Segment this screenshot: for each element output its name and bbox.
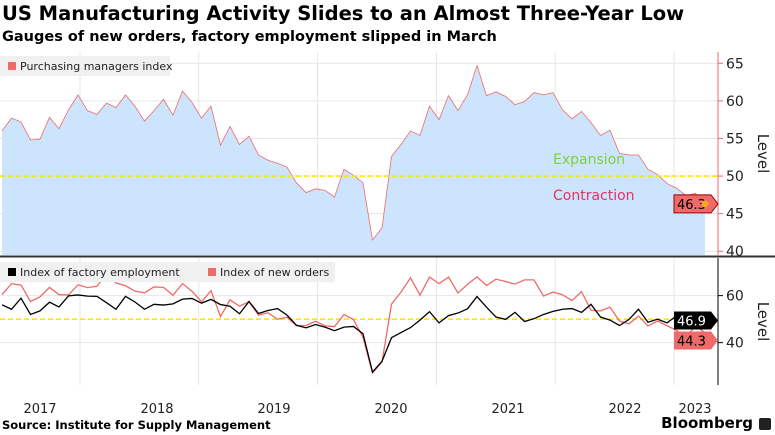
legend-label: Purchasing managers index — [20, 60, 173, 73]
y-tick-label: 55 — [726, 131, 744, 147]
legend-box — [0, 56, 170, 76]
y-tick-label: 40 — [726, 336, 744, 352]
x-tick-label: 2018 — [140, 402, 173, 417]
y-tick-label: 60 — [726, 289, 744, 305]
legend-label: Index of factory employment — [20, 266, 180, 279]
legend-swatch — [8, 62, 16, 70]
expansion-annotation: Expansion — [553, 152, 625, 168]
last-value-label: 46.3 — [677, 198, 706, 213]
legend-label: Index of new orders — [220, 266, 329, 279]
x-tick-label: 2017 — [23, 402, 56, 417]
y-tick-label: 40 — [726, 244, 744, 260]
legend-swatch — [208, 268, 216, 276]
last-value-dot — [701, 200, 709, 208]
bloomberg-terminal-icon — [759, 418, 771, 430]
bloomberg-logo: Bloomberg — [661, 414, 753, 432]
legend-swatch — [8, 268, 16, 276]
last-value-badge — [673, 194, 719, 214]
x-tick-label: 2020 — [374, 402, 407, 417]
x-tick-label: 2023 — [678, 402, 711, 417]
y-axis-label: Level — [754, 302, 772, 342]
chart-subtitle: Gauges of new orders, factory employment… — [2, 29, 497, 45]
last-value-badge — [674, 331, 718, 350]
y-axis-label: Level — [754, 134, 772, 174]
y-tick-label: 45 — [726, 207, 744, 223]
last-value-label: 46.9 — [677, 314, 706, 329]
contraction-annotation: Contraction — [553, 188, 635, 204]
x-tick-label: 2021 — [491, 402, 524, 417]
y-tick-label: 60 — [726, 94, 744, 110]
legend-box — [0, 262, 335, 282]
last-value-badge — [674, 311, 718, 330]
y-tick-label: 65 — [726, 56, 744, 72]
x-tick-label: 2022 — [608, 402, 641, 417]
last-value-label: 44.3 — [677, 334, 706, 349]
series-line — [1, 294, 706, 374]
y-tick-label: 50 — [726, 169, 744, 185]
chart-title: US Manufacturing Activity Slides to an A… — [2, 2, 685, 25]
source-note: Source: Institute for Supply Management — [2, 418, 271, 432]
x-tick-label: 2019 — [257, 402, 290, 417]
pmi-area — [2, 65, 705, 256]
series-line — [1, 272, 706, 375]
